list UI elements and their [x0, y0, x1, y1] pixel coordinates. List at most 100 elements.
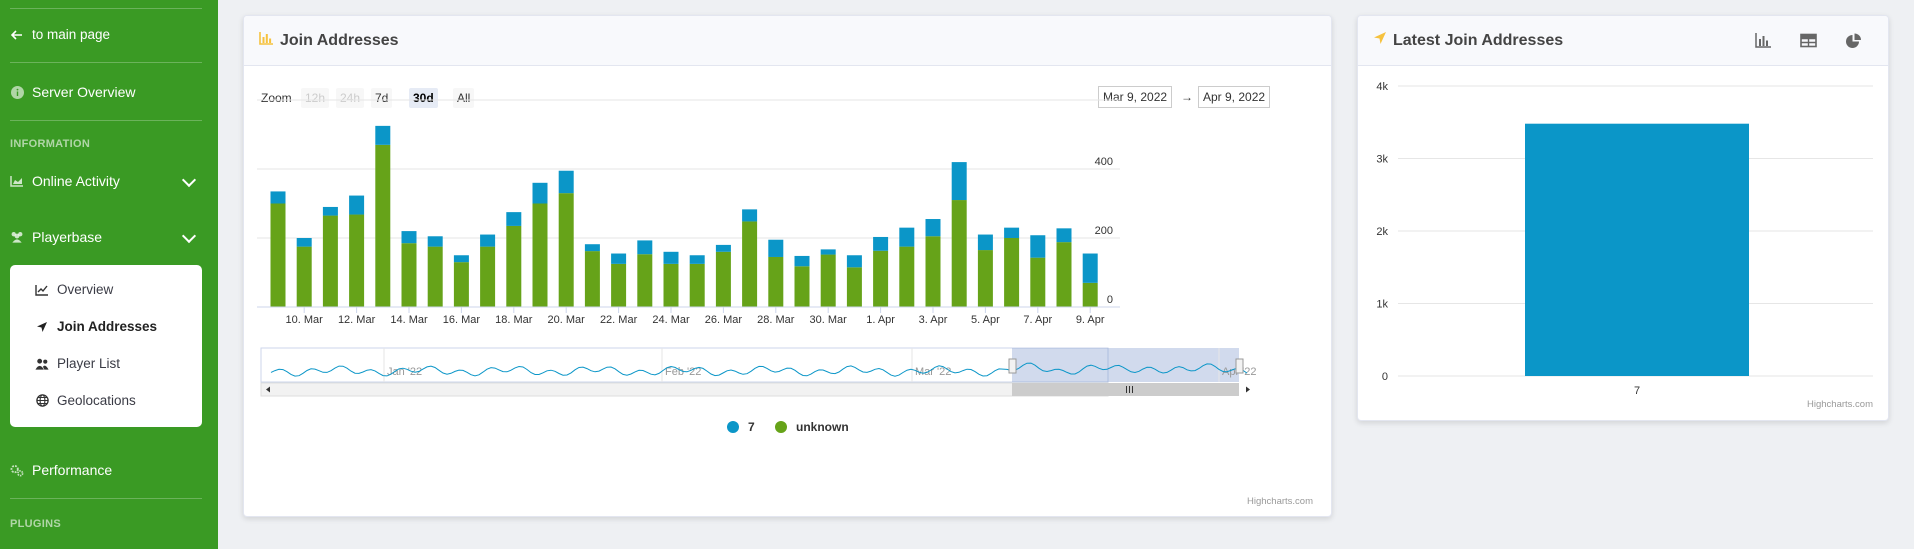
bar-unknown: [846, 267, 862, 307]
info-circle-icon: [10, 85, 24, 99]
x-tick-label: 3. Apr: [919, 314, 948, 326]
y-tick-label: 400: [1095, 156, 1113, 168]
submenu-item-player-list[interactable]: Player List: [35, 356, 120, 371]
line-chart-icon: [35, 284, 49, 296]
bar-7: [873, 236, 889, 251]
card-title: Latest Join Addresses: [1393, 31, 1564, 49]
bar-7: [768, 239, 784, 257]
bar-7: [349, 195, 365, 215]
arrow-left-icon: [10, 28, 24, 42]
bar-7: [1082, 253, 1098, 283]
navigator-label: Mar '22: [915, 366, 951, 378]
card-header: Latest Join Addresses: [1358, 16, 1888, 66]
highcharts-credits[interactable]: Highcharts.com: [1247, 496, 1313, 507]
navigator-selection: [1012, 348, 1239, 382]
location-arrow-icon: [1373, 31, 1387, 50]
bar-unknown: [1030, 257, 1046, 307]
bar-unknown: [584, 251, 600, 307]
bar-unknown: [951, 200, 967, 307]
y-tick-label: 0: [1382, 371, 1388, 383]
sidebar-item-online-activity[interactable]: Online Activity: [10, 172, 202, 189]
globe-icon: [35, 394, 49, 407]
navigator-handle-right: [1235, 358, 1244, 374]
bar-unknown: [977, 250, 993, 307]
playerbase-submenu: Overview Join Addresses Player List Geol…: [10, 265, 202, 427]
x-tick-label: 20. Mar: [548, 314, 586, 326]
bar-7: [322, 206, 338, 216]
submenu-item-overview[interactable]: Overview: [35, 282, 113, 297]
bar-7: [375, 125, 391, 145]
cogs-icon: [10, 463, 24, 477]
latest-join-addresses-chart: 0 1k 2k 3k 4k 7: [1376, 81, 1873, 397]
bar-unknown: [715, 251, 731, 307]
bar-unknown: [873, 250, 889, 307]
join-addresses-chart: 0 200 400 10. Mar 12. Mar 14. Mar 16. Mar 18. M…: [257, 99, 1257, 434]
bar-unknown: [401, 243, 417, 307]
zoom-12h-button[interactable]: 12h: [301, 88, 330, 108]
bar-chart-icon[interactable]: [1755, 33, 1773, 49]
bar-unknown: [375, 144, 391, 307]
scrollbar-thumb: [1012, 383, 1239, 396]
bar-unknown: [820, 254, 836, 307]
bar-unknown: [1004, 238, 1020, 307]
chevron-down-icon: [181, 172, 197, 188]
bar-unknown: [794, 266, 810, 307]
bar-7: [1525, 123, 1749, 376]
bar-7: [794, 255, 810, 267]
navigator-handle-left: [1008, 358, 1017, 374]
bar-7: [401, 231, 417, 244]
sidebar-item-server-overview[interactable]: Server Overview: [10, 84, 135, 100]
x-tick-label: 12. Mar: [338, 314, 376, 326]
y-tick-label: 200: [1095, 225, 1113, 237]
join-addresses-card: Join Addresses Zoom 12h 24h 7d 30d All M…: [243, 15, 1332, 517]
bar-7: [715, 244, 731, 252]
x-tick-label: 7. Apr: [1023, 314, 1052, 326]
bar-unknown: [322, 215, 338, 307]
y-tick-label: 4k: [1376, 81, 1388, 93]
bar-unknown: [899, 246, 915, 307]
bar-unknown: [532, 203, 548, 307]
sidebar-item-performance[interactable]: Performance: [10, 462, 112, 478]
pie-chart-icon[interactable]: [1845, 33, 1863, 49]
bar-7: [689, 255, 705, 264]
date-arrow: →: [1181, 90, 1193, 104]
highcharts-credits[interactable]: Highcharts.com: [1807, 399, 1873, 410]
location-arrow-icon: [35, 321, 49, 333]
bar-unknown: [663, 263, 679, 307]
back-to-main-link[interactable]: to main page: [10, 27, 110, 42]
x-tick-label: 30. Mar: [810, 314, 848, 326]
x-tick-label: 1. Apr: [866, 314, 895, 326]
bar-7: [742, 209, 758, 222]
bar-7: [453, 255, 469, 263]
submenu-item-geolocations[interactable]: Geolocations: [35, 393, 136, 408]
bar-unknown: [742, 221, 758, 307]
card-title: Join Addresses: [280, 31, 399, 49]
bar-chart-icon: [259, 31, 274, 50]
scrollbar-track: [260, 382, 1109, 397]
scroll-left-arrow: [266, 386, 270, 393]
y-tick-label: 3k: [1376, 154, 1388, 166]
sidebar-item-label: Server Overview: [32, 84, 136, 100]
legend-label-7: 7: [748, 420, 755, 434]
x-tick-label: 28. Mar: [757, 314, 795, 326]
users-icon: [35, 358, 49, 370]
zoom-24h-button[interactable]: 24h: [336, 88, 365, 108]
submenu-item-join-addresses[interactable]: Join Addresses: [35, 319, 157, 334]
section-heading-plugins: PLUGINS: [10, 518, 61, 530]
table-icon[interactable]: [1800, 33, 1818, 49]
bar-unknown: [611, 263, 627, 307]
chevron-down-icon: [181, 228, 197, 244]
navigator-series-line: [270, 362, 1248, 377]
zoom-7d-button[interactable]: 7d: [371, 88, 393, 108]
sidebar-item-playerbase[interactable]: Playerbase: [10, 228, 202, 245]
bar-unknown: [506, 225, 522, 307]
bar-7: [899, 227, 915, 247]
bar-7: [977, 234, 993, 251]
zoom-all-button[interactable]: All: [453, 88, 475, 108]
x-tick-label: 18. Mar: [495, 314, 533, 326]
users-icon: [10, 230, 24, 244]
zoom-30d-button[interactable]: 30d: [409, 88, 438, 108]
date-to-input[interactable]: Apr 9, 2022: [1198, 86, 1271, 108]
sidebar-item-label: Playerbase: [32, 229, 103, 245]
scrollbar-grip: [1126, 386, 1127, 393]
